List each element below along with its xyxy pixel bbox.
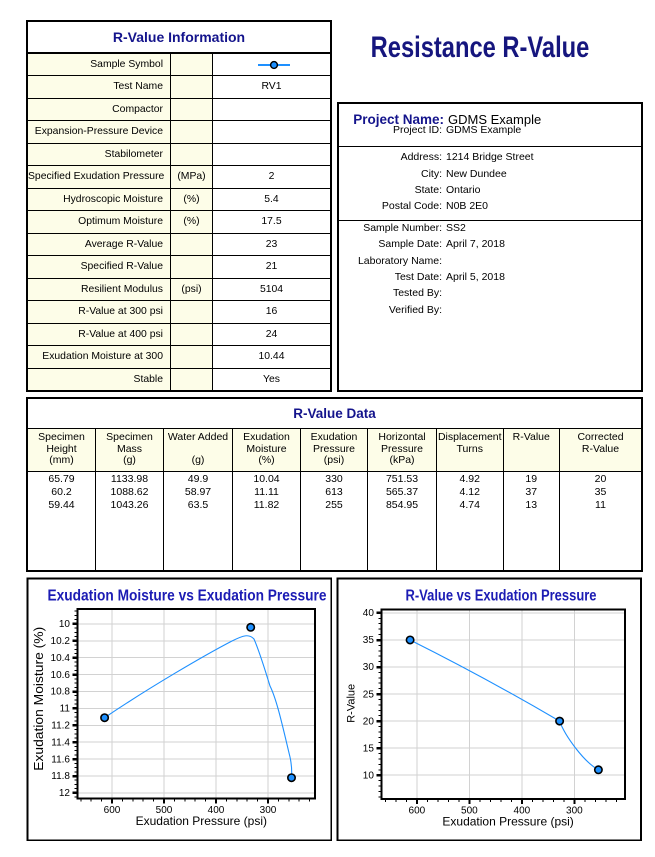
svg-text:11: 11 xyxy=(60,704,71,715)
svg-text:11.8: 11.8 xyxy=(51,771,70,782)
svg-text:Exudation Pressure (psi): Exudation Pressure (psi) xyxy=(442,815,573,829)
svg-text:Exudation Pressure (psi): Exudation Pressure (psi) xyxy=(136,814,267,828)
svg-text:11.2: 11.2 xyxy=(51,721,70,732)
svg-text:11.6: 11.6 xyxy=(51,754,70,765)
svg-text:400: 400 xyxy=(208,805,225,816)
svg-text:10.8: 10.8 xyxy=(51,687,71,698)
svg-text:10.6: 10.6 xyxy=(51,670,71,681)
svg-text:Exudation Moisture (%): Exudation Moisture (%) xyxy=(31,627,46,771)
svg-text:11.4: 11.4 xyxy=(51,737,70,748)
svg-text:10.2: 10.2 xyxy=(51,636,71,647)
svg-text:40: 40 xyxy=(363,608,375,619)
svg-text:10: 10 xyxy=(363,770,375,781)
svg-text:R-Value: R-Value xyxy=(346,684,358,723)
svg-text:300: 300 xyxy=(260,805,277,816)
svg-text:20: 20 xyxy=(363,716,375,727)
svg-text:10: 10 xyxy=(59,619,71,630)
svg-text:300: 300 xyxy=(566,806,583,817)
svg-text:Exudation Moisture vs Exudatio: Exudation Moisture vs Exudation Pressure xyxy=(48,587,327,604)
svg-text:R-Value vs Exudation Pressure: R-Value vs Exudation Pressure xyxy=(406,587,597,604)
svg-text:35: 35 xyxy=(363,635,375,646)
svg-text:400: 400 xyxy=(514,806,531,817)
svg-text:12: 12 xyxy=(59,788,71,799)
svg-text:500: 500 xyxy=(156,805,173,816)
svg-text:600: 600 xyxy=(104,805,121,816)
svg-text:10.4: 10.4 xyxy=(51,653,71,664)
svg-text:25: 25 xyxy=(363,689,375,700)
svg-text:600: 600 xyxy=(409,806,426,817)
svg-text:500: 500 xyxy=(461,806,478,817)
svg-text:15: 15 xyxy=(363,743,375,754)
svg-text:30: 30 xyxy=(363,662,375,673)
